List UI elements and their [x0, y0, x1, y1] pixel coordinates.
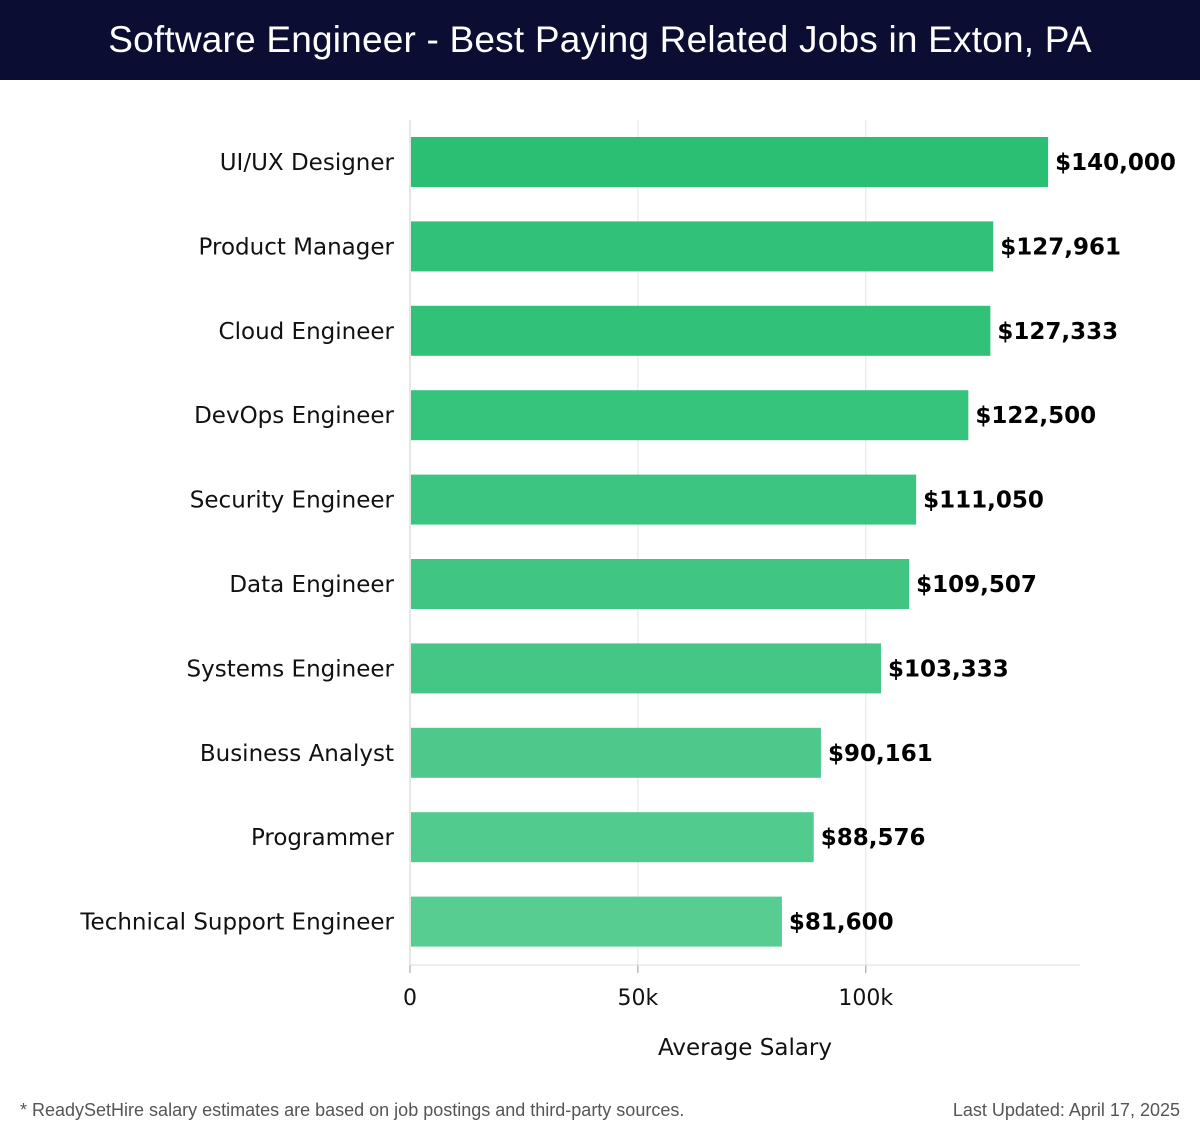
bar — [411, 390, 969, 441]
value-label: $127,961 — [1000, 234, 1121, 260]
bar — [411, 221, 994, 272]
bar — [411, 643, 881, 694]
last-updated: Last Updated: April 17, 2025 — [952, 1100, 1180, 1120]
category-label: Business Analyst — [200, 741, 394, 767]
category-label: Programmer — [251, 825, 395, 851]
category-label: Technical Support Engineer — [79, 910, 394, 936]
value-label: $111,050 — [923, 488, 1044, 514]
value-labels: $140,000 $127,961 $127,333 $122,500 $111,050… — [789, 150, 1176, 936]
bar — [411, 474, 917, 525]
bar — [411, 137, 1049, 187]
chart-title: Software Engineer - Best Paying Related … — [108, 19, 1092, 60]
bar — [411, 812, 814, 863]
value-label: $140,000 — [1055, 150, 1176, 176]
value-label: $127,333 — [997, 319, 1118, 345]
bar — [411, 305, 991, 356]
category-labels: UI/UX Designer Product Manager Cloud Engin… — [79, 150, 394, 936]
value-label: $88,576 — [821, 825, 926, 851]
bar — [411, 896, 782, 947]
category-label: Security Engineer — [190, 488, 395, 514]
footer-note: * ReadySetHire salary estimates are base… — [20, 1100, 685, 1120]
value-label: $81,600 — [789, 910, 894, 936]
category-label: Data Engineer — [229, 572, 394, 598]
category-label: DevOps Engineer — [194, 403, 394, 429]
category-label: Cloud Engineer — [219, 319, 395, 345]
salary-bar-chart: UI/UX Designer Product Manager Cloud Engin… — [79, 120, 1176, 1061]
x-axis-title: Average Salary — [658, 1035, 832, 1061]
category-label: Systems Engineer — [187, 656, 395, 682]
category-label: UI/UX Designer — [220, 150, 395, 176]
category-label: Product Manager — [199, 234, 395, 260]
value-label: $122,500 — [975, 403, 1096, 429]
x-tick-label: 50k — [618, 986, 659, 1011]
bar — [411, 727, 821, 778]
value-label: $103,333 — [888, 656, 1009, 682]
bar — [411, 559, 910, 609]
x-tick-label: 0 — [403, 986, 417, 1011]
value-label: $90,161 — [828, 741, 933, 767]
bars — [411, 137, 1049, 947]
x-tick-label: 100k — [838, 986, 893, 1011]
chart-header: Software Engineer - Best Paying Related … — [0, 0, 1200, 80]
value-label: $109,507 — [916, 572, 1037, 598]
